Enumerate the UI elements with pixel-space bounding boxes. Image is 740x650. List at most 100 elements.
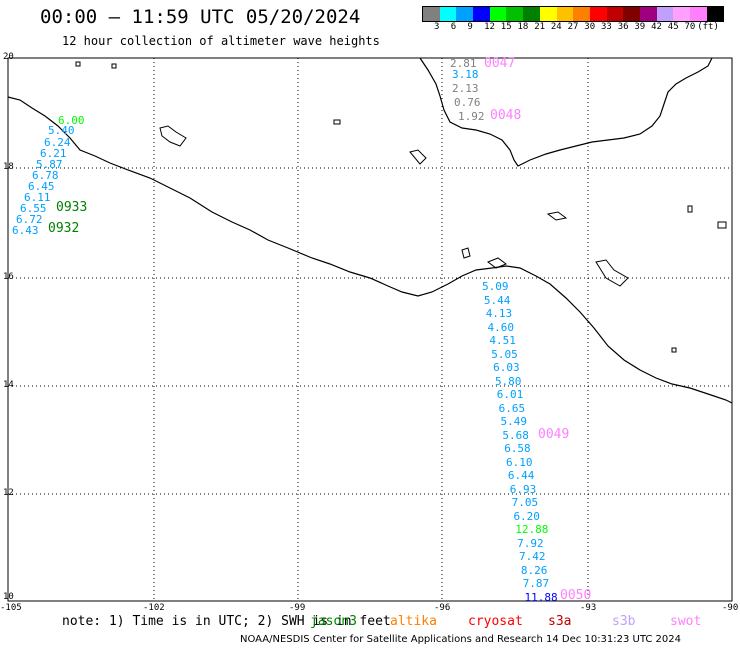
graticule (8, 58, 732, 601)
swh-value-label: 6.01 (496, 388, 524, 401)
mission-legend-item: altika (390, 614, 437, 629)
swh-value-label: 1.92 (458, 110, 485, 123)
swh-value-label: 7.92 (517, 536, 544, 550)
lon-label: -102 (143, 603, 165, 613)
color-swatch (639, 7, 657, 21)
swh-value-label: 5.05 (491, 347, 518, 361)
color-scale-label: 24 (550, 22, 562, 32)
swh-value-label: 6.72 (16, 213, 43, 226)
color-scale-label: 6 (450, 22, 457, 32)
lat-label: 18 (3, 162, 14, 172)
color-swatch (456, 7, 474, 21)
color-scale-bar (422, 6, 725, 22)
lat-label: 14 (3, 380, 14, 390)
swh-value-label: 6.44 (507, 469, 535, 482)
lon-label: -90 (722, 603, 739, 613)
swh-value-label: 5.44 (483, 293, 511, 307)
color-scale-label: 36 (617, 22, 629, 32)
lat-label: 16 (3, 272, 14, 282)
swh-value-label: 4.51 (489, 334, 516, 347)
mission-legend-item: s3b (612, 614, 636, 629)
swh-value-label: 5.80 (494, 374, 522, 388)
color-swatch (539, 7, 557, 21)
mission-legend-item: cryosat (468, 614, 523, 629)
color-swatch (573, 7, 590, 21)
swh-value-label: 7.87 (522, 577, 550, 590)
swh-value-label: 6.10 (506, 455, 533, 469)
color-swatch (589, 7, 607, 21)
pass-id-label: 0933 (56, 200, 88, 215)
map-frame (7, 57, 733, 602)
lon-label: -93 (580, 603, 597, 613)
color-scale-label: 18 (517, 22, 529, 32)
color-swatch (423, 7, 440, 21)
color-scale-label: (ft) (697, 22, 719, 32)
color-scale-label: 21 (534, 22, 546, 32)
swh-value-label: 6.11 (24, 191, 51, 204)
swh-value-label: 4.13 (485, 307, 513, 320)
color-swatch (439, 7, 457, 21)
chart-subtitle: 12 hour collection of altimeter wave hei… (62, 34, 380, 48)
swh-value-label: 6.45 (28, 180, 55, 193)
lon-label: -99 (289, 603, 306, 613)
pass-id-label: 0048 (490, 108, 522, 123)
footer-note: note: 1) Time is in UTC; 2) SWH is in fe… (62, 614, 391, 629)
color-swatch (706, 7, 724, 21)
pass-id-label: 0049 (538, 427, 570, 442)
swh-value-label: 6.24 (44, 136, 71, 149)
lon-label: -96 (434, 603, 451, 613)
swh-value-label: 5.87 (36, 158, 63, 171)
swh-value-label: 6.65 (498, 401, 526, 415)
islands (75, 61, 727, 353)
swh-value-label: 7.42 (519, 550, 546, 563)
color-swatch (489, 7, 507, 21)
swh-value-label: 6.93 (509, 482, 537, 496)
color-swatch (623, 7, 640, 21)
coastline-gulf (419, 57, 713, 167)
swh-value-label: 11.88 (524, 590, 558, 604)
swh-value-label: 5.49 (500, 415, 528, 428)
swh-value-label: 7.05 (511, 496, 539, 509)
swh-value-label: 12.88 (515, 523, 549, 536)
swh-value-label: 3.18 (452, 68, 479, 81)
swh-value-label: 6.78 (32, 169, 59, 182)
swh-value-label: 6.00 (58, 114, 85, 127)
color-scale-label: 15 (500, 22, 512, 32)
mission-legend-item: jason3 (310, 614, 357, 629)
pass-id-label: 0050 (560, 588, 592, 603)
lon-label: -105 (0, 603, 22, 613)
color-scale-label: 30 (584, 22, 596, 32)
color-swatch (656, 7, 674, 21)
lat-label: 20 (3, 52, 14, 62)
color-scale-label: 27 (567, 22, 579, 32)
swh-value-label: 5.40 (48, 124, 75, 137)
swh-value-label: 5.09 (482, 280, 509, 293)
color-swatch (556, 7, 574, 21)
mission-legend-item: s3a (548, 614, 572, 629)
swh-value-label: 8.26 (520, 563, 548, 577)
color-scale-label: 70 (684, 22, 696, 32)
color-scale-label: 12 (484, 22, 495, 32)
swh-value-label: 6.03 (493, 361, 520, 374)
swh-value-label: 0.76 (454, 96, 481, 109)
coastline-pacific (7, 96, 733, 404)
swh-value-label: 6.43 (12, 224, 39, 237)
pass-id-label: 0047 (484, 56, 516, 71)
color-swatch (606, 7, 624, 21)
chart-title: 00:00 – 11:59 UTC 05/20/2024 (40, 6, 361, 28)
color-scale-label: 3 (434, 22, 440, 32)
swh-value-label: 6.21 (40, 147, 67, 160)
color-swatch (673, 7, 690, 21)
color-scale-label: 33 (601, 22, 612, 32)
swh-value-label: 4.60 (487, 320, 515, 334)
color-scale-label: 42 (651, 22, 662, 32)
color-scale-label: 9 (467, 22, 473, 32)
swh-value-label: 6.58 (504, 442, 531, 455)
lat-label: 12 (3, 488, 14, 498)
color-swatch (473, 7, 490, 21)
swh-value-label: 6.55 (20, 202, 47, 215)
credit-line: NOAA/NESDIS Center for Satellite Applica… (240, 634, 682, 645)
color-swatch (523, 7, 540, 21)
color-scale-label: 45 (667, 22, 679, 32)
